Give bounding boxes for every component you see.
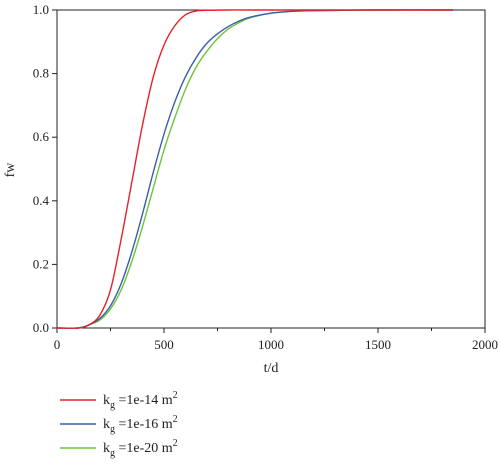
x-tick-label: 1500 (365, 337, 391, 352)
x-tick-label: 1000 (258, 337, 284, 352)
series-line-2 (56, 9, 453, 329)
series-line-0 (56, 9, 453, 329)
y-tick-label: 0.2 (33, 256, 49, 271)
y-axis: 0.0 0.2 0.4 0.6 0.8 1.0 (33, 2, 57, 335)
x-axis: 0 500 1000 1500 2000 (54, 328, 498, 352)
y-tick-label: 1.0 (33, 2, 49, 17)
series-line-1 (56, 9, 453, 329)
x-tick-label: 0 (54, 337, 61, 352)
legend-label-0: kg =1e-14 m2 (103, 390, 178, 411)
y-tick-label: 0.4 (33, 193, 50, 208)
legend-label-2: kg =1e-20 m2 (103, 438, 178, 459)
legend: kg =1e-14 m2 kg =1e-16 m2 kg =1e-20 m2 (60, 390, 178, 459)
legend-label-1: kg =1e-16 m2 (103, 414, 178, 435)
y-axis-title: fw (3, 162, 18, 178)
y-tick-label: 0.6 (33, 129, 50, 144)
y-tick-label: 0.8 (33, 66, 49, 81)
plot-frame (56, 9, 486, 329)
series-layer (56, 9, 453, 329)
x-axis-title: t/d (264, 361, 279, 376)
y-tick-label: 0.0 (33, 320, 49, 335)
x-tick-label: 2000 (472, 337, 498, 352)
x-tick-label: 500 (154, 337, 174, 352)
